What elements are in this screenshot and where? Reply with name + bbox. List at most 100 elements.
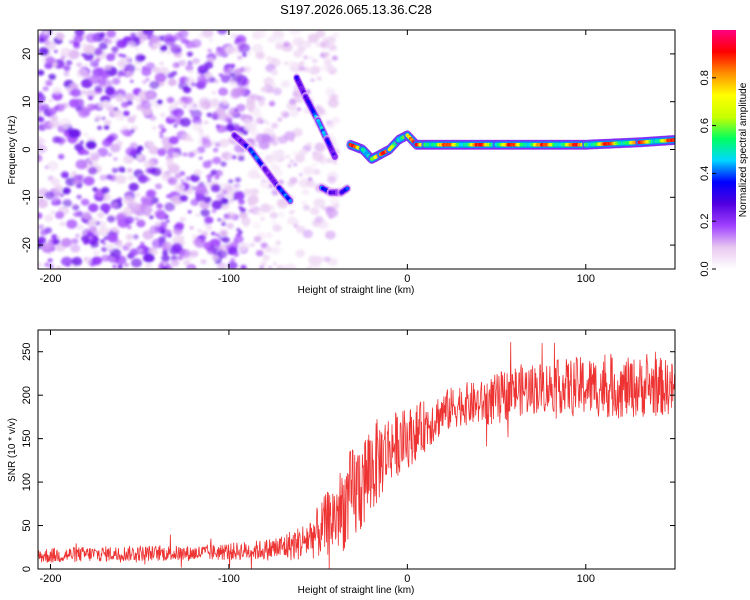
spectrogram-cell — [140, 241, 145, 246]
spectrogram-cell — [39, 197, 43, 201]
spectrogram-cell — [127, 174, 135, 181]
spectrogram-cell — [193, 169, 202, 177]
spectrogram-cell — [298, 173, 303, 177]
spectrogram-cell — [122, 110, 130, 117]
spectrogram-cell — [98, 226, 110, 237]
spectrogram-cell — [323, 51, 330, 58]
spectrogram-cell — [293, 224, 299, 228]
spectrogram-cell — [112, 77, 121, 85]
spectrogram-y-ticks: -20 -10 0 10 20 — [21, 48, 675, 253]
spectrogram-noise-layer — [38, 30, 341, 269]
spectrogram-cell — [260, 86, 268, 93]
spectrogram-cell — [83, 44, 96, 55]
spectrogram-cell — [123, 195, 134, 205]
spectrogram-cell — [207, 159, 213, 165]
spectrogram-cell — [247, 194, 259, 205]
spectrogram-cell — [152, 66, 160, 74]
spectrogram-track — [292, 72, 339, 162]
spectrogram-cell — [59, 138, 67, 144]
spectrogram-cell — [233, 252, 240, 257]
spectrogram-cell — [123, 155, 134, 164]
spectrogram-cell — [81, 43, 87, 48]
spectrogram-cell — [101, 254, 110, 262]
spectrogram-cell — [268, 265, 273, 269]
spectrogram-cell — [239, 211, 248, 219]
spectrogram-cell — [100, 239, 105, 244]
spectrogram-cell — [133, 95, 139, 101]
spectrogram-cell — [325, 87, 336, 97]
spectrogram-cell — [291, 209, 296, 214]
spectrogram-cell — [53, 49, 58, 54]
spectrogram-cell — [89, 60, 99, 68]
spectrogram-cell — [228, 119, 233, 124]
spectrogram-cell — [90, 240, 99, 248]
spectrogram-cell — [272, 224, 282, 233]
spectrogram-cell — [149, 225, 160, 234]
spectrogram-cell — [327, 175, 337, 184]
spectrogram-cell — [63, 126, 68, 130]
spectrogram-cell — [298, 148, 308, 156]
spectrogram-cell — [158, 212, 166, 219]
spectrogram-cell — [159, 131, 164, 135]
spectrogram-cell — [296, 225, 306, 234]
spectrogram-cell — [189, 138, 194, 142]
spectrogram-cell — [198, 32, 205, 38]
spectrogram-cell — [107, 153, 113, 157]
spectrogram-cell — [251, 43, 264, 54]
spectrogram-cell — [234, 108, 239, 112]
spectrogram-cell — [156, 203, 164, 209]
spectrogram-cell — [92, 187, 98, 192]
spectrogram-cell — [102, 242, 107, 246]
spectrogram-cell — [146, 91, 155, 99]
spectrogram-cell — [52, 238, 60, 245]
spectrogram-cell — [326, 64, 334, 71]
spectrogram-cell — [202, 139, 212, 148]
spectrogram-cell — [188, 101, 198, 111]
spectrogram-cell — [170, 259, 180, 267]
spectrogram-cell — [68, 98, 80, 108]
spectrogram-cell — [270, 219, 278, 226]
spectrogram-cell — [38, 212, 43, 219]
spectrogram-cell — [111, 46, 119, 53]
spectrogram-cell — [220, 161, 227, 167]
spectrogram-cell — [277, 117, 283, 122]
spectrogram-cell — [156, 99, 163, 105]
spectrogram-cell — [166, 265, 173, 269]
spectrogram-cell — [129, 79, 134, 83]
spectrogram-cell — [146, 140, 155, 148]
spectrogram-cell — [269, 245, 282, 256]
spectrogram-cell — [56, 32, 65, 40]
spectrogram-cell — [237, 55, 243, 60]
spectrogram-cell — [174, 183, 185, 193]
colorbar-gradient — [712, 30, 736, 269]
spectrogram-cell — [190, 250, 199, 258]
spectrogram-cell — [312, 69, 317, 73]
spectrogram-cell — [229, 198, 235, 203]
spectrogram-cell — [70, 244, 81, 253]
spectrogram-cell — [192, 44, 197, 48]
spectrogram-cell — [238, 43, 251, 54]
colorbar-tick-label: 0.8 — [699, 70, 711, 85]
spectrogram-cell — [240, 264, 247, 269]
spectrogram-cell — [65, 60, 73, 66]
spectrogram-cell — [105, 53, 116, 62]
spectrogram-cell — [314, 142, 326, 152]
spectrogram-cell — [76, 68, 89, 79]
spectrogram-cell — [204, 216, 214, 225]
spectrogram-cell — [136, 67, 141, 72]
spectrogram-cell — [94, 85, 103, 93]
spectrogram-cell — [45, 41, 57, 51]
spectrogram-cell — [104, 193, 109, 197]
spectrogram-cell — [110, 201, 119, 209]
spectrogram-cell — [234, 86, 247, 97]
spectrogram-track — [346, 130, 675, 165]
track-core — [288, 199, 293, 203]
spectrogram-cell — [157, 148, 167, 157]
spectrogram-cell — [167, 177, 178, 186]
y-tick-label: -20 — [21, 237, 33, 253]
spectrogram-cell — [81, 89, 87, 95]
spectrogram-cell — [107, 233, 119, 243]
spectrogram-cell — [179, 235, 185, 240]
spectrogram-cell — [234, 177, 242, 183]
